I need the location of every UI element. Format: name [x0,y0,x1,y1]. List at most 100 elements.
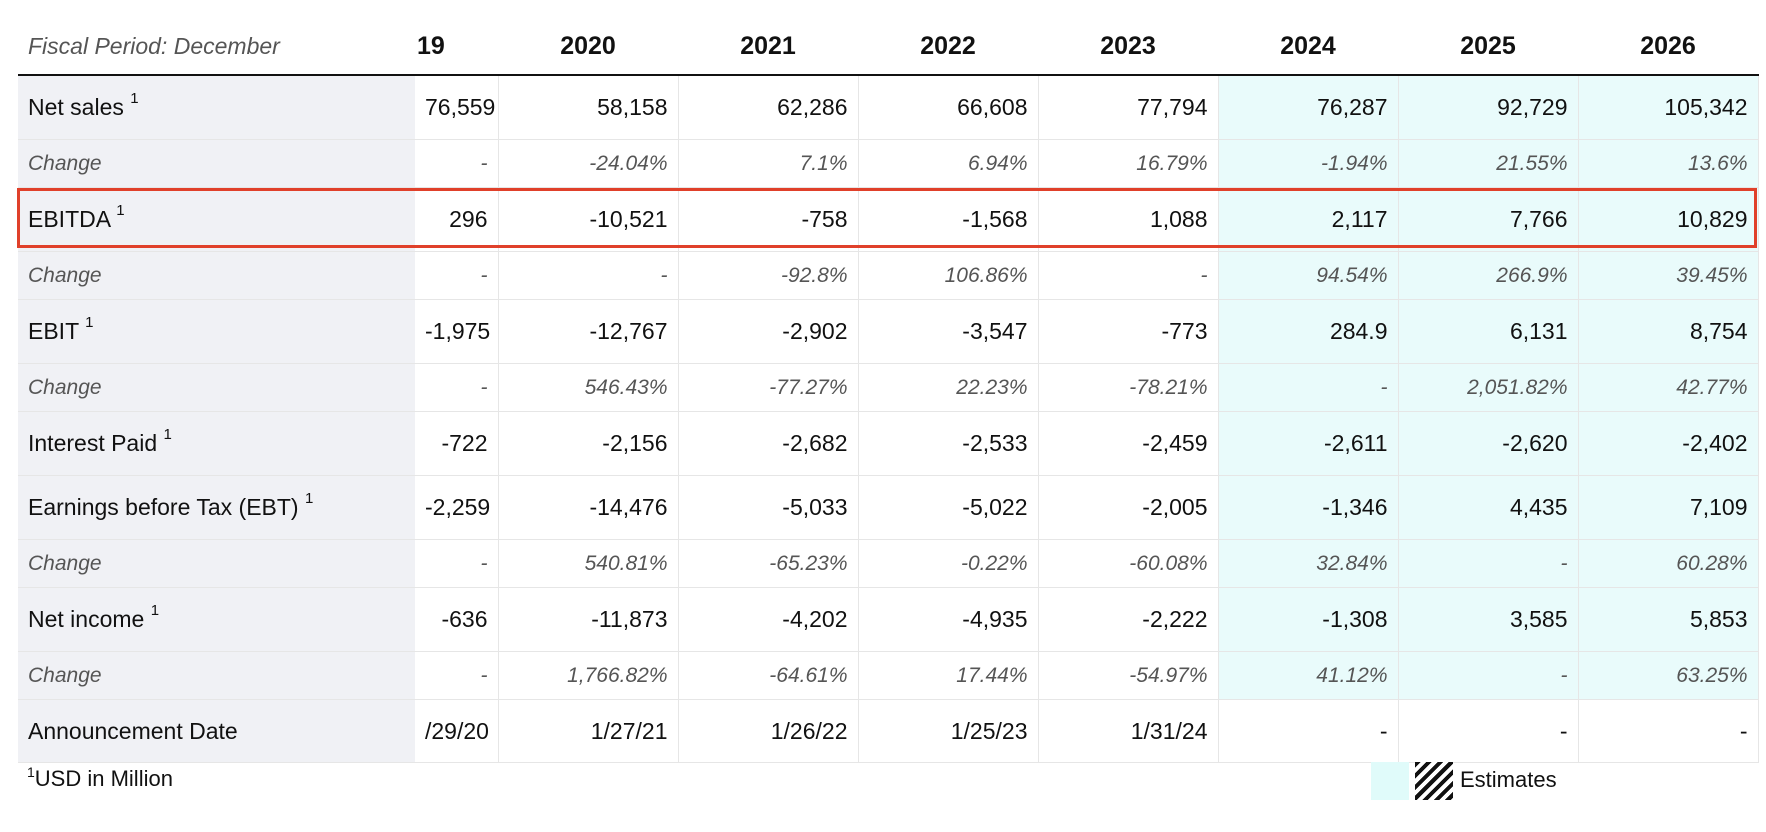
change-row: Change -1,766.82% -64.61% 17.44% -54.97% 41.1… [18,651,1759,700]
year-header: 2025 [1398,18,1578,76]
value-cell: 546.43% [498,363,679,412]
footnote-marker: 1 [304,490,314,507]
estimate-cell: 76,287 [1218,75,1399,140]
value-cell: 76,559 [415,75,499,140]
footnote-marker: 1 [150,602,160,619]
value-cell: 66,608 [858,75,1039,140]
estimate-cell: - [1218,363,1399,412]
year-header: 2024 [1218,18,1398,76]
row-label: EBITDA 1 [18,187,415,252]
value-cell: -11,873 [498,587,679,652]
estimate-cell: 63.25% [1578,651,1759,700]
table-row: EBIT 1 -1,975 -12,767 -2,902 -3,547 -773 284.9… [18,299,1759,364]
table-body: Net sales 1 76,559 58,158 62,286 66,608 77,79… [18,75,1759,763]
year-header: 2021 [678,18,858,76]
row-label: Change [18,251,415,300]
year-header: 19 [415,18,498,76]
value-cell: -722 [415,411,499,476]
estimate-legend-swatch [1371,762,1409,800]
value-cell: -758 [678,187,859,252]
row-label: Change [18,539,415,588]
value-cell: -2,156 [498,411,679,476]
estimate-cell: 42.77% [1578,363,1759,412]
row-label-text: Net sales [28,94,124,120]
value-cell: -10,521 [498,187,679,252]
estimate-cell: 13.6% [1578,139,1759,188]
row-label: Change [18,363,415,412]
estimate-cell: 6,131 [1398,299,1579,364]
value-cell: 17.44% [858,651,1039,700]
table-row: Announcement Date/29/20 1/27/21 1/26/22 1/2… [18,699,1759,763]
value-cell: 77,794 [1038,75,1219,140]
value-cell: -14,476 [498,475,679,540]
row-label: Interest Paid 1 [18,411,415,476]
estimate-cell: 39.45% [1578,251,1759,300]
estimate-cell: 10,829 [1578,187,1759,252]
footnote-marker: 1 [27,764,35,780]
value-cell: 1,088 [1038,187,1219,252]
change-row: Change -546.43% -77.27% 22.23% -78.21% -2,051… [18,363,1759,412]
value-cell: -636 [415,587,499,652]
value-cell: - [415,539,499,588]
estimate-hatch-icon [1415,762,1453,800]
value-cell: - [415,363,499,412]
footnote-marker: 1 [163,426,172,443]
row-label-text: Change [28,663,102,687]
year-header: 2023 [1038,18,1218,76]
value-cell: -773 [1038,299,1219,364]
footnote-marker: 1 [85,314,94,331]
row-label-text: Change [28,263,102,287]
estimate-cell: - [1578,699,1759,763]
value-cell: 6.94% [858,139,1039,188]
value-cell: -54.97% [1038,651,1219,700]
year-header: 2026 [1578,18,1758,76]
value-cell: 1/31/24 [1038,699,1219,763]
financials-table: Fiscal Period: December 19 2020 2021 2022 202… [18,18,1759,763]
estimate-cell: 21.55% [1398,139,1579,188]
value-cell: - [415,139,499,188]
value-cell: 62,286 [678,75,859,140]
row-label: Earnings before Tax (EBT) 1 [18,475,415,540]
row-label-text: Interest Paid [28,430,158,456]
value-cell: -2,222 [1038,587,1219,652]
estimate-cell: 2,051.82% [1398,363,1579,412]
table-footer: 1USD in Million Estimates [18,760,1758,800]
fiscal-period-label: Fiscal Period: December [18,18,415,76]
row-label-text: EBITDA [28,206,110,232]
estimate-cell: 2,117 [1218,187,1399,252]
value-cell: -4,935 [858,587,1039,652]
value-cell: -5,022 [858,475,1039,540]
estimate-cell: 5,853 [1578,587,1759,652]
value-cell: 58,158 [498,75,679,140]
header-row: Fiscal Period: December 19 2020 2021 2022 202… [18,18,1758,76]
estimate-cell: -2,620 [1398,411,1579,476]
value-cell: -0.22% [858,539,1039,588]
estimate-cell: 3,585 [1398,587,1579,652]
value-cell: - [415,651,499,700]
value-cell: -2,459 [1038,411,1219,476]
estimate-cell: -2,611 [1218,411,1399,476]
footnote-marker: 1 [116,202,125,219]
estimate-cell: 7,766 [1398,187,1579,252]
value-cell: -2,533 [858,411,1039,476]
estimate-cell: 7,109 [1578,475,1759,540]
estimate-cell: -1,308 [1218,587,1399,652]
estimate-cell: -1,346 [1218,475,1399,540]
value-cell: 1/27/21 [498,699,679,763]
footnote-marker: 1 [130,90,139,107]
value-cell: -12,767 [498,299,679,364]
estimate-cell: 284.9 [1218,299,1399,364]
row-label-text: EBIT [28,318,79,344]
estimate-cell: 105,342 [1578,75,1759,140]
estimate-cell: 8,754 [1578,299,1759,364]
value-cell: - [1038,251,1219,300]
row-label: Net sales 1 [18,75,415,140]
value-cell: 1/26/22 [678,699,859,763]
estimate-cell: - [1398,699,1579,763]
estimate-cell: 32.84% [1218,539,1399,588]
estimate-cell: -2,402 [1578,411,1759,476]
estimate-cell: 92,729 [1398,75,1579,140]
value-cell: 540.81% [498,539,679,588]
estimate-cell: 266.9% [1398,251,1579,300]
value-cell: -2,902 [678,299,859,364]
